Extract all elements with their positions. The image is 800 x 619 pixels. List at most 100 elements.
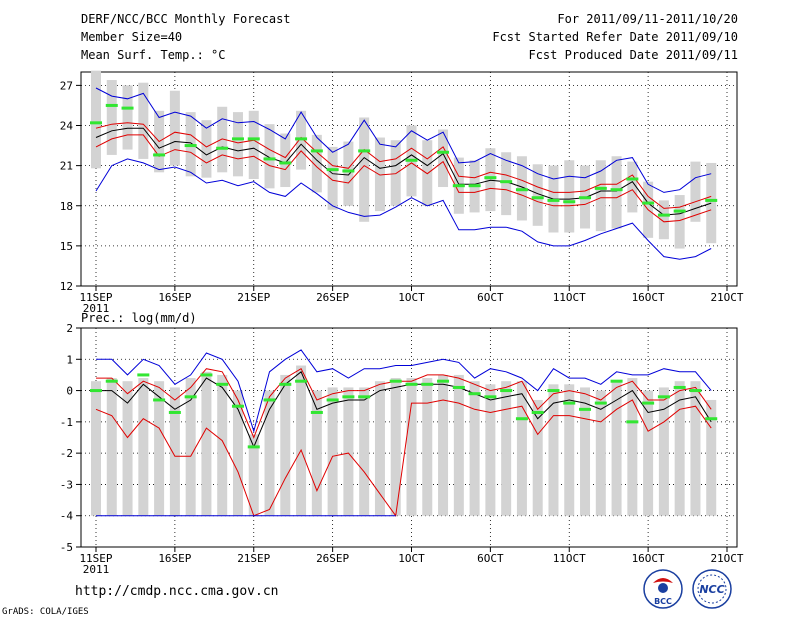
prec-ytick-label: 1 [66,353,73,366]
prec-spread-box [516,381,527,516]
temp-observed-mark [342,169,355,173]
temp-spread-box [232,112,243,177]
temp-spread-box [422,140,433,206]
prec-spread-box [217,374,228,516]
temp-observed-mark [405,158,418,162]
prec-spread-box [91,381,101,516]
temp-spread-box [674,195,685,249]
prec-observed-mark [90,389,102,393]
prec-spread-box [611,381,622,516]
bcc-logo: BCC [643,569,683,609]
temp-observed-mark [594,186,607,190]
temp-ytick-label: 27 [60,79,73,92]
temp-spread-box [122,85,133,150]
prec-spread-box [658,387,669,516]
prec-spread-box [501,381,512,516]
temp-spread-box [485,148,496,212]
temp-ytick-label: 21 [60,160,73,173]
prec-xtick-label: 1OCT [398,552,425,565]
prec-line-mean [96,370,712,449]
prec-observed-mark [153,398,166,402]
prec-spread-box [280,374,291,516]
temp-observed-mark [310,149,323,153]
temp-observed-mark [452,184,465,188]
temp-observed-mark [531,196,544,200]
prec-spread-box [595,390,606,516]
prec-spread-box [422,378,433,516]
prec-spread-box [122,381,133,516]
chart-title: DERF/NCC/BCC Monthly Forecast [81,12,291,26]
prec-xtick-label: 11OCT [553,552,586,565]
prec-spread-box [185,378,196,516]
prec-observed-mark [279,382,292,386]
prec-spread-box [264,390,275,516]
temp-observed-mark [642,201,655,205]
temp-spread-box [595,160,606,232]
temp-observed-mark [121,106,134,110]
prec-spread-box [390,378,401,516]
prec-observed-mark [689,389,702,393]
prec-spread-box [532,399,543,516]
prec-spread-box [627,378,638,516]
prec-spread-box [374,381,385,516]
prec-observed-mark [200,373,213,377]
prec-ytick-label: -4 [60,510,74,523]
temp-variable-label: Mean Surf. Temp.: °C [81,48,226,62]
temp-spread-box [248,110,259,179]
temp-spread-box [264,124,275,189]
temp-line-lower [95,134,712,223]
temp-observed-mark [673,209,686,213]
temp-observed-mark [247,137,260,141]
prec-ytick-label: -5 [60,541,73,554]
prec-spread-box [311,390,322,516]
temp-observed-mark [563,200,576,204]
prec-observed-mark [705,417,718,421]
prec-observed-mark [105,379,118,383]
prec-observed-mark [421,382,434,386]
forecast-start-date: Fcst Started Refer Date 2011/09/10 [492,30,738,44]
temp-observed-mark [153,153,166,157]
prec-observed-mark [437,379,450,383]
prec-spread-box [706,399,717,516]
prec-observed-mark [247,445,260,449]
temp-spread-box [438,129,449,188]
temp-spread-box [327,146,338,210]
prec-spread-box [580,387,591,516]
source-url[interactable]: http://cmdp.ncc.cma.gov.cn [75,584,279,599]
temp-xtick-label: 21OCT [710,291,743,304]
prec-xtick-label: 26SEP [316,552,349,565]
temp-observed-mark [437,150,450,154]
temp-spread-box [564,160,575,233]
prec-observed-mark [326,398,339,402]
temp-spread-box [311,134,322,193]
temp-ytick-label: 18 [60,200,73,213]
prec-spread-box [296,365,307,516]
prec-ytick-label: -3 [60,478,73,491]
temp-observed-mark [500,180,513,184]
prec-observed-mark [657,395,670,399]
prec-xtick-label: 21OCT [710,552,743,565]
temp-ytick-label: 12 [60,280,73,293]
forecast-produced-date: Fcst Produced Date 2011/09/11 [528,48,738,62]
temp-observed-mark [705,198,718,202]
temp-spread-box [91,70,101,169]
prec-observed-mark [405,382,418,386]
prec-observed-mark [295,379,308,383]
prec-spread-box [406,378,417,516]
prec-panel: 11SEP 16SEP 21SEP 26SEP 1OCT 6OCT 11OCT 16OCT 21… [60,322,744,576]
temp-spread-box [217,106,228,173]
prec-xtick-label: 21SEP [237,552,270,565]
prec-spread-box [138,378,149,516]
prec-spread-box [359,387,370,516]
temp-spread-box [280,133,291,188]
temp-observed-mark [547,198,560,202]
temp-xtick-label: 16SEP [158,291,191,304]
prec-line-lower [95,399,712,518]
prec-observed-mark [216,382,229,386]
prec-spread-box [564,384,575,516]
prec-observed-mark [673,385,686,389]
prec-spread-box [327,387,338,516]
temp-xtick-label: 26SEP [316,291,349,304]
prec-observed-mark [389,379,402,383]
prec-year-label: 2011 [83,563,110,576]
